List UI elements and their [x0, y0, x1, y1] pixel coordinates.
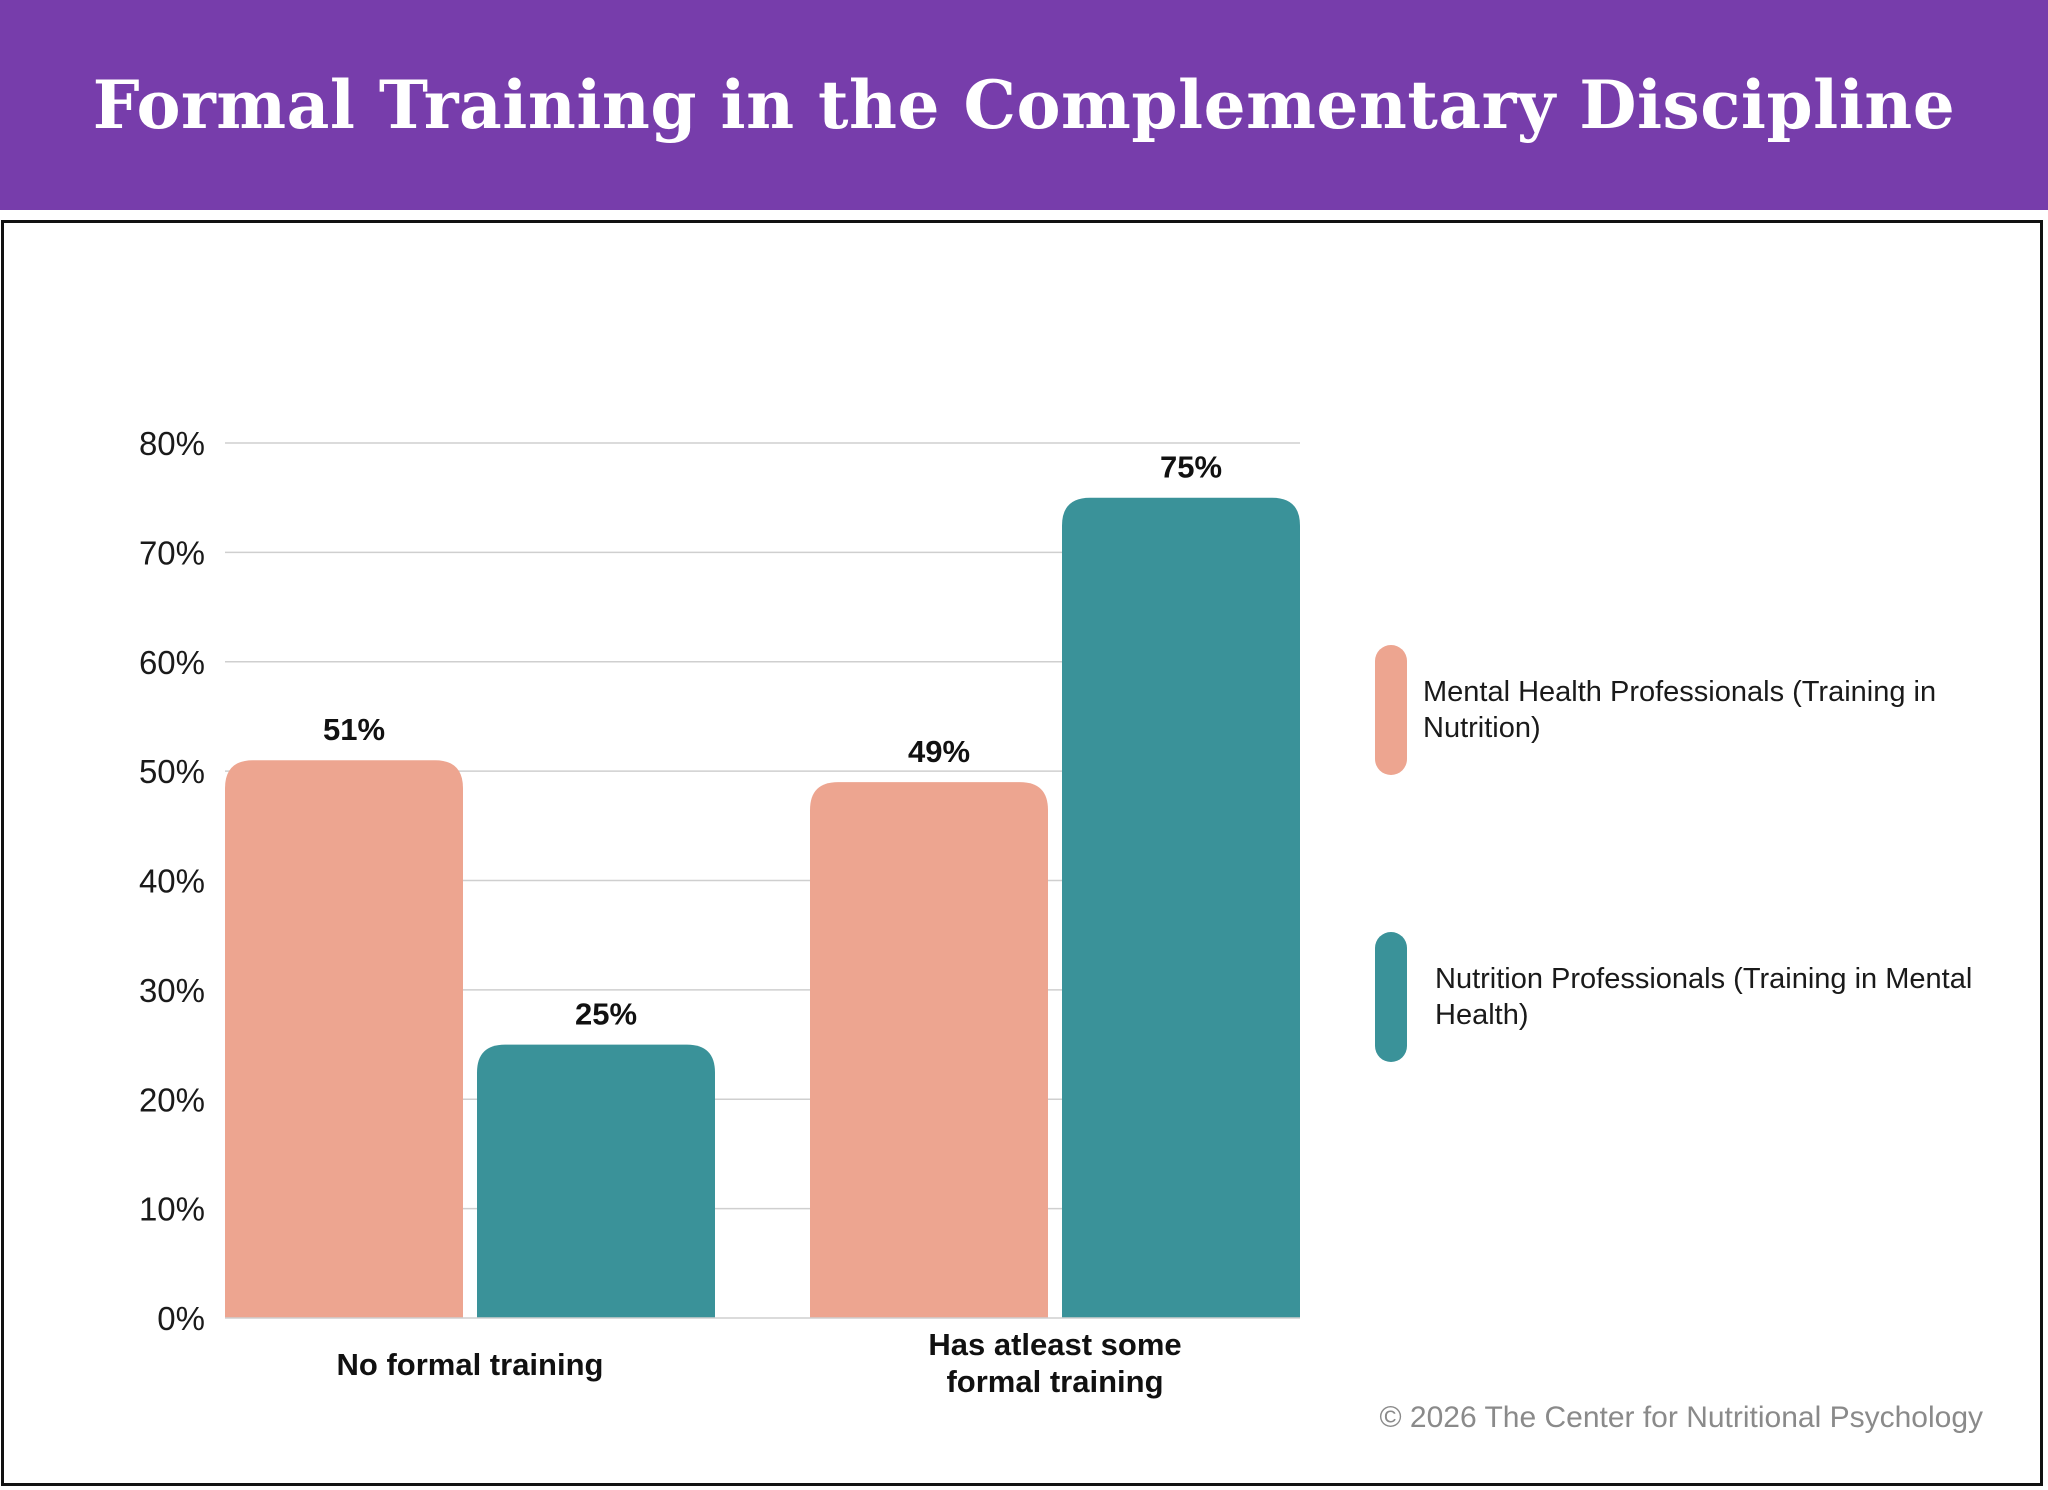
legend-swatch-mental-health	[1375, 645, 1407, 775]
y-tick-label: 70%	[139, 534, 205, 571]
bar	[810, 782, 1048, 1318]
data-label: 25%	[575, 997, 637, 1032]
bar	[1062, 497, 1300, 1318]
y-tick-label: 10%	[139, 1191, 205, 1228]
y-tick-label: 40%	[139, 863, 205, 900]
y-tick-label: 50%	[139, 753, 205, 790]
chart-title: Formal Training in the Complementary Dis…	[92, 66, 1956, 144]
legend-item-mental-health: Mental Health Professionals (Training in…	[1375, 645, 1963, 775]
legend-label-nutrition: Nutrition Professionals (Training in Men…	[1435, 963, 1973, 1031]
legend-item-nutrition: Nutrition Professionals (Training in Men…	[1375, 932, 1975, 1062]
x-category-label: Has atleast some formal training	[928, 1327, 1181, 1399]
bar	[225, 760, 463, 1318]
legend-label-mental-health: Mental Health Professionals (Training in…	[1423, 676, 1937, 744]
y-tick-label: 60%	[139, 644, 205, 681]
y-tick-label: 80%	[139, 425, 205, 462]
x-category-label: No formal training	[337, 1347, 604, 1382]
data-label: 51%	[323, 712, 385, 747]
data-label: 49%	[908, 734, 970, 769]
header-banner: Formal Training in the Complementary Dis…	[0, 0, 2048, 210]
y-tick-label: 30%	[139, 972, 205, 1009]
bar	[477, 1044, 715, 1318]
legend-swatch-nutrition	[1375, 932, 1407, 1062]
copyright-footer: © 2026 The Center for Nutritional Psycho…	[1379, 1401, 1983, 1434]
data-label: 75%	[1160, 450, 1222, 485]
y-tick-label: 20%	[139, 1081, 205, 1118]
y-tick-label: 0%	[157, 1300, 205, 1337]
